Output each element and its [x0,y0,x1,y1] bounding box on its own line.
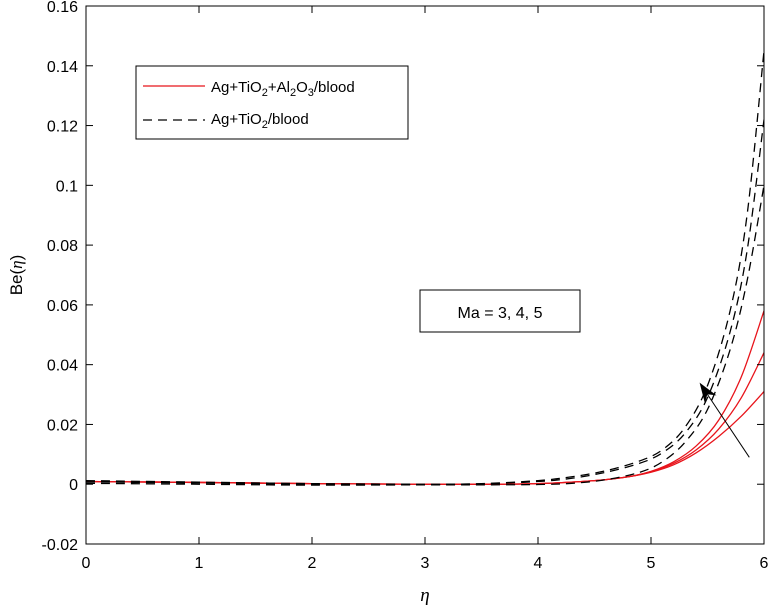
legend-label-part: /blood [268,111,309,128]
series-line-hybrid-3 [86,310,764,485]
annotation-box [419,289,581,333]
legend-box [135,65,409,140]
y-tick-label-1: 0 [69,477,78,494]
x-tick-label-0: 0 [82,555,91,572]
legend: Ag+TiO2+Al2O3/blood Ag+TiO2/blood [135,65,409,140]
x-axis-label: η [420,585,429,606]
legend-label-part: 2 [290,87,296,99]
y-axis-label-suffix: ) [7,255,26,261]
legend-label-part: O [296,79,308,96]
x-tick-label-1: 1 [195,555,204,572]
y-tick-label-7: 0.12 [47,119,78,136]
legend-label-hybrid: Ag+TiO2+Al2O3/blood [211,79,355,99]
legend-label-nanofluid: Ag+TiO2/blood [211,111,309,131]
y-tick-label-4: 0.06 [47,298,78,315]
y-tick-label-2: 0.02 [47,417,78,434]
annotation: Ma = 3, 4, 5 [419,289,750,458]
y-tick-label-0: -0.02 [42,537,79,554]
y-axis-label: Be(η) [7,255,26,296]
y-axis-label-var: η [7,260,26,268]
legend-label-part: 3 [308,87,314,99]
x-tick-label-5: 5 [647,555,656,572]
legend-label-part: 2 [262,119,268,131]
series-line-nanofluid-3 [86,50,764,485]
y-tick-label-6: 0.1 [56,178,78,195]
series-line-nanofluid-1 [86,185,764,486]
legend-label-part: Ag+TiO [211,79,262,96]
y-axis-label-prefix: Be( [7,268,26,295]
legend-label-part: +Al [268,79,290,96]
y-tick-label-9: 0.16 [47,0,78,16]
x-tick-label-3: 3 [421,555,430,572]
y-tick-label-3: 0.04 [47,358,78,375]
annotation-text: Ma = 3, 4, 5 [458,305,543,322]
legend-label-part: /blood [314,79,355,96]
legend-label-part: 2 [262,87,268,99]
x-tick-label-6: 6 [760,555,768,572]
legend-label-part: Ag+TiO [211,111,262,128]
x-tick-label-2: 2 [308,555,317,572]
annotation-arrow-line [706,393,750,458]
annotation-arrow-head [699,382,717,404]
y-tick-label-8: 0.14 [47,59,78,76]
ticks-layer: 0 1 2 3 4 5 6-0.0200.020.040.060.080.10.120.14… [42,0,768,572]
y-tick-label-5: 0.08 [47,238,78,255]
series-layer [86,50,764,486]
x-tick-label-4: 4 [534,555,543,572]
